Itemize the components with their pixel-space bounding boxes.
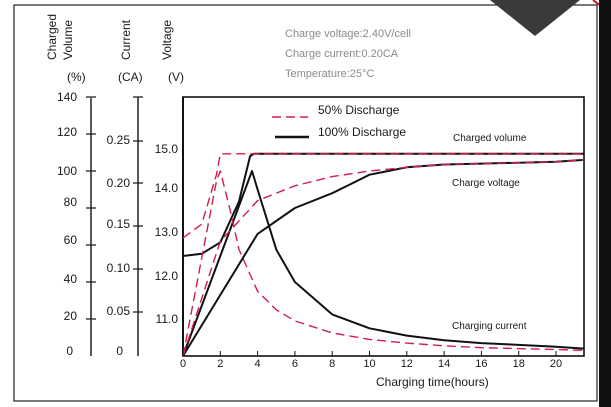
volume-tick-label: 80 <box>64 195 78 209</box>
current-tick-label: 0.15 <box>107 217 131 231</box>
volume-unit-label: (%) <box>67 70 86 84</box>
x-tick-label: 4 <box>255 358 261 370</box>
voltage-axis-ticks: 15.0 14.0 13.0 12.0 11.0 <box>155 142 179 326</box>
voltage-tick-label: 14.0 <box>155 181 179 195</box>
volume-tick-label: 0 <box>66 344 73 358</box>
volume-tick-label: 120 <box>57 125 77 139</box>
current-tick-label: 0.25 <box>107 133 131 147</box>
series-line-q100 <box>182 158 585 357</box>
current-axis-ticks: 0.25 0.20 0.15 0.10 0.05 0 <box>107 96 143 358</box>
series-line-q50 <box>182 159 585 357</box>
legend: 50% Discharge 100% Discharge <box>272 103 406 139</box>
x-tick-label: 0 <box>180 358 186 370</box>
charge-current-note: Charge current:0.20CA <box>285 48 399 60</box>
volume-axis-header-bottom: Volume <box>61 20 75 60</box>
curve-label-charge-voltage: Charge voltage <box>452 178 520 189</box>
x-tick-label: 2 <box>217 358 223 370</box>
x-tick-label: 20 <box>550 358 562 370</box>
right-edge-bar <box>599 0 611 407</box>
x-tick-label: 6 <box>292 358 298 370</box>
x-tick-label: 18 <box>513 358 525 370</box>
volume-axis-header-top: Charged <box>45 14 59 60</box>
legend-label-100-discharge: 100% Discharge <box>318 125 406 139</box>
volume-tick-label: 60 <box>64 233 78 247</box>
temperature-note: Temperature:25°C <box>285 68 374 80</box>
current-tick-label: 0.20 <box>107 176 131 190</box>
x-axis-title: Charging time(hours) <box>376 375 489 389</box>
volume-tick-label: 20 <box>64 309 78 323</box>
current-axis-header: Current <box>119 19 133 60</box>
x-tick-label: 10 <box>363 358 375 370</box>
voltage-tick-label: 11.0 <box>156 312 179 326</box>
x-tick-label: 16 <box>475 358 487 370</box>
x-tick-label: 14 <box>438 358 450 370</box>
volume-tick-label: 100 <box>57 164 77 178</box>
volume-tick-label: 140 <box>57 90 77 104</box>
corner-triangle-mark <box>490 0 580 36</box>
voltage-axis-header: Voltage <box>160 20 174 60</box>
volume-tick-label: 40 <box>64 272 78 286</box>
voltage-tick-label: 15.0 <box>155 142 179 156</box>
series-line-v50 <box>182 153 584 239</box>
x-tick-label: 12 <box>401 358 413 370</box>
x-axis-ticks: 0 2 4 6 8 10 12 14 16 18 20 <box>180 351 562 370</box>
charge-voltage-note: Charge voltage:2.40V/cell <box>285 28 411 40</box>
series-line-c50 <box>182 170 585 357</box>
current-tick-label: 0.05 <box>107 304 131 318</box>
voltage-tick-label: 13.0 <box>155 225 179 239</box>
curve-label-charged-volume: Charged volume <box>453 133 527 144</box>
legend-label-50-discharge: 50% Discharge <box>318 103 400 117</box>
series-layer <box>182 152 585 357</box>
curve-label-charging-current: Charging current <box>452 321 527 332</box>
x-tick-label: 8 <box>329 358 335 370</box>
series-line-v100 <box>182 152 584 257</box>
outer-frame <box>13 4 598 402</box>
series-line-c100 <box>182 170 585 357</box>
voltage-unit-label: (V) <box>168 70 184 84</box>
current-tick-label: 0.10 <box>107 261 131 275</box>
current-unit-label: (CA) <box>118 70 143 84</box>
current-tick-label: 0 <box>116 344 123 358</box>
volume-axis-ticks: 140 120 100 80 60 40 20 0 <box>57 90 96 358</box>
voltage-tick-label: 12.0 <box>155 269 179 283</box>
